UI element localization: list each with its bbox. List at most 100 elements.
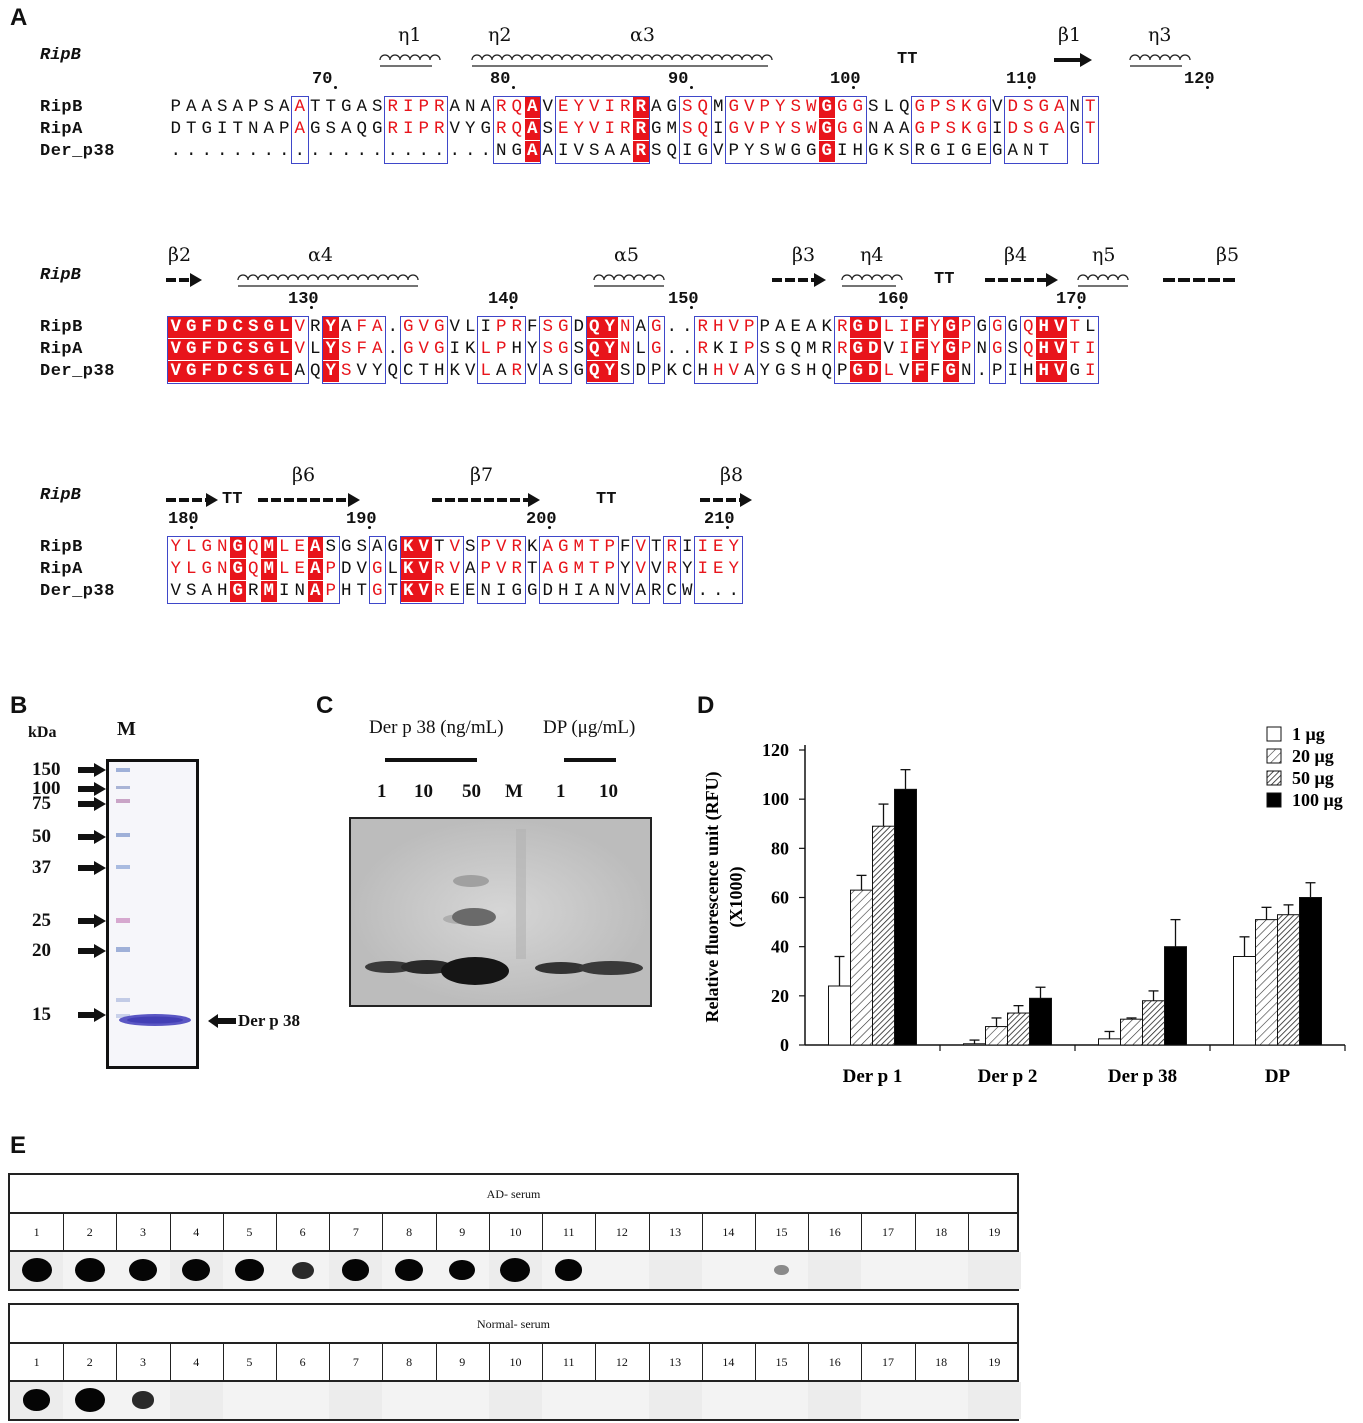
dot-cell [754,1382,809,1419]
y-tick-label: 120 [762,740,789,760]
legend-label: 100 μg [1292,790,1343,810]
sample-number: 15 [775,1225,788,1239]
dot-cell [222,1382,277,1419]
dot-cell [435,1252,489,1289]
sample-number: 8 [406,1355,413,1369]
cell-border [595,1342,597,1380]
bar [1299,897,1322,1046]
marker-size-label: 37 [32,857,51,878]
helix-coil [1129,54,1191,61]
bar [985,1026,1008,1046]
cell-border [435,1342,437,1380]
dot-cell [701,1382,755,1419]
dot-cell [116,1252,170,1289]
dot-spot [555,1259,583,1281]
helix-coil [471,54,773,61]
dot-spot [23,1389,50,1411]
tick-dot [1078,306,1081,309]
sequence-name: Der_p38 [40,142,115,161]
tick-dot [548,526,551,529]
dot-cell [382,1382,436,1419]
helix-coil [1077,274,1129,281]
ss-element-label: η3 [1148,24,1172,46]
legend-label: 1 μg [1292,724,1325,744]
ss-element-label: β4 [1004,244,1028,266]
cell-border [116,1342,118,1380]
tick-dot [900,306,903,309]
residue-number: 100 [830,70,861,89]
residue-number: 180 [168,510,199,529]
table-divider [10,1250,1017,1252]
sample-number: 1 [33,1225,40,1239]
dot-cell [595,1252,649,1289]
cell-border [808,1212,810,1250]
dot-spot [74,1258,105,1282]
cell-border [967,1212,969,1250]
blot-lane-label: 50 [462,781,481,802]
cell-border [488,1212,490,1250]
bar [1142,1000,1165,1046]
y-tick-label: 0 [780,1035,789,1055]
panel-e-label: E [10,1132,27,1159]
sequence-name: RipB [40,98,83,117]
blot-faint-band [452,908,496,926]
ss-element-label: TT [897,50,918,69]
star-icon: ★ [398,84,414,86]
cell-border [754,1212,756,1250]
bar [1007,1012,1030,1046]
residue-number: 210 [704,510,735,529]
helix-coil [593,274,665,281]
sample-number: 13 [669,1355,682,1369]
sample-number: 5 [246,1355,253,1369]
blot-lane-label: M [505,781,523,802]
y-tick-label: 80 [771,838,789,858]
residue-number: 170 [1056,290,1087,309]
strand-arrow [1080,53,1092,67]
dot-cell [861,1252,915,1289]
dot-cell [542,1382,596,1419]
residue-number: 120 [1184,70,1215,89]
sample-number: 3 [140,1225,146,1239]
sequence-name: RipB [40,318,83,337]
y-tick-label: 60 [771,888,789,908]
ss-element-label: TT [596,490,617,509]
cell-border [222,1342,224,1380]
dot-cell [967,1252,1021,1289]
sequence-name: RipA [40,340,83,359]
cell-border [967,1342,969,1380]
cell-border [542,1342,544,1380]
dot-cell [701,1252,755,1289]
dot-spot [291,1261,314,1279]
cell-border [542,1212,544,1250]
cell-border [63,1342,65,1380]
serum-group-title: AD- serum [486,1187,541,1201]
cell-border [222,1212,224,1250]
marker-lane-label: M [117,718,136,740]
marker-size-label: 150 [32,759,61,780]
cell-border [701,1342,703,1380]
y-tick-label: 100 [762,789,789,809]
sample-number: 4 [193,1355,200,1369]
sequence-name: RipB [40,538,83,557]
sample-number: 6 [299,1225,306,1239]
x-tick-label: Der p 38 [1108,1066,1177,1087]
bar [1233,956,1256,1046]
cell-border [595,1212,597,1250]
dot-cell [542,1252,596,1289]
cell-border [382,1212,384,1250]
kda-label: kDa [28,724,57,741]
residue-number: 90 [668,70,689,89]
sample-number: 14 [722,1225,735,1239]
cell-border [276,1342,278,1380]
blot-group1-label: Der p 38 (ng/mL) [369,717,504,738]
legend-swatch [1266,770,1282,786]
legend-label: 50 μg [1292,768,1334,788]
blot-lane-label: 1 [556,781,566,802]
ss-element-label: β3 [792,244,816,266]
sample-number: 18 [935,1355,948,1369]
bar [1164,946,1187,1046]
tick-dot [334,86,337,89]
marker-size-label: 15 [32,1004,51,1025]
ss-element-label: η1 [398,24,422,46]
